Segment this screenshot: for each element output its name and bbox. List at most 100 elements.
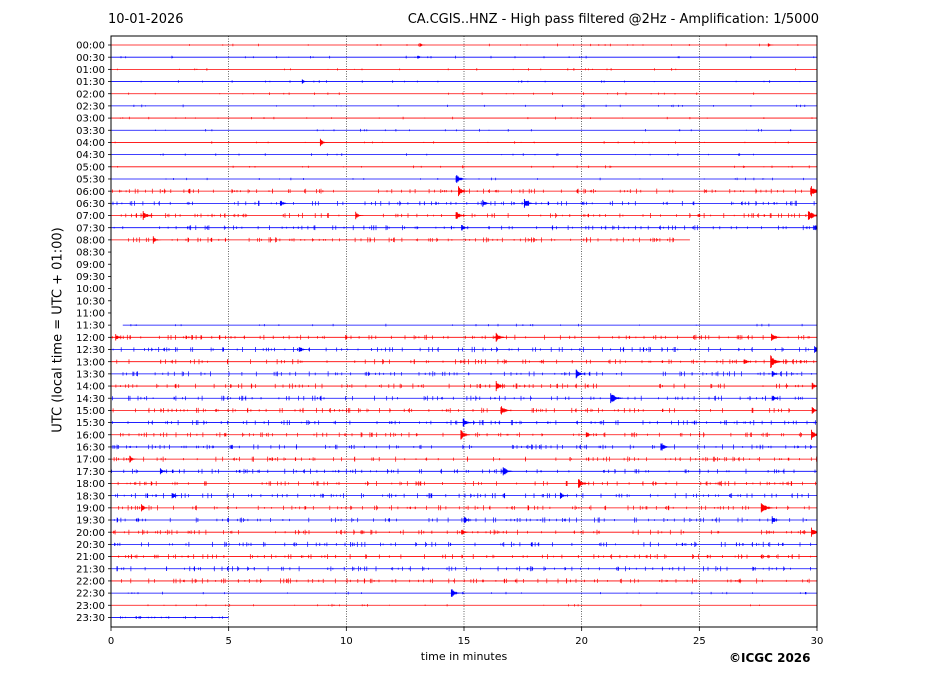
y-tick-label-1830: 18:30 [76, 491, 105, 502]
event-burst-1600-36 [811, 429, 818, 440]
y-tick-label-2330: 23:30 [76, 613, 105, 624]
trace-noise-0200 [128, 92, 755, 96]
event-burst-1300-23 [770, 355, 784, 368]
y-tick-label-1800: 18:00 [76, 479, 105, 490]
y-tick-label-2130: 21:30 [76, 564, 105, 575]
y-tick-label-1200: 12:00 [76, 333, 105, 344]
event-burst-0130-3 [301, 79, 308, 84]
event-burst-1900-44 [141, 504, 150, 512]
y-tick-label-2030: 20:30 [76, 540, 105, 551]
y-tick-label-2200: 22:00 [76, 577, 105, 588]
y-tick-label-1230: 12:30 [76, 345, 105, 356]
y-tick-label-1930: 19:30 [76, 516, 105, 527]
trace-noise-2000 [113, 529, 815, 535]
trace-noise-0500 [117, 165, 810, 169]
y-tick-label-0130: 01:30 [76, 77, 105, 88]
event-burst-1500-32 [811, 407, 818, 414]
event-burst-1430-30 [771, 395, 781, 401]
copyright-label: ©ICGC 2026 [729, 651, 811, 665]
y-tick-label-0630: 06:30 [76, 199, 105, 210]
event-burst-1200-18 [115, 334, 124, 341]
trace-noise-1230 [110, 346, 809, 353]
event-burst-1330-25 [575, 369, 587, 379]
y-tick-label-2300: 23:00 [76, 601, 105, 612]
y-tick-label-0800: 08:00 [76, 235, 105, 246]
trace-noise-0630 [112, 200, 815, 206]
trace-noise-2300 [110, 603, 760, 607]
y-tick-label-0600: 06:00 [76, 187, 105, 198]
x-tick-label-15: 15 [458, 636, 471, 647]
event-burst-0730-15 [461, 225, 470, 231]
trace-noise-0730 [113, 225, 817, 231]
y-tick-label-0430: 04:30 [76, 150, 105, 161]
y-tick-label-2100: 21:00 [76, 552, 105, 563]
y-axis-label: UTC (local time = UTC + 01:00) [50, 227, 66, 433]
y-tick-label-0030: 00:30 [76, 53, 105, 64]
trace-noise-0330 [155, 128, 792, 132]
x-tick-label-20: 20 [575, 636, 588, 647]
trace-noise-1530 [112, 420, 816, 426]
event-burst-0600-7 [810, 186, 818, 197]
trace-noise-1400 [115, 383, 818, 389]
trace-noise-1830 [115, 493, 809, 499]
y-tick-label-1700: 17:00 [76, 455, 105, 466]
trace-noise-0300 [119, 116, 813, 120]
trace-noise-0100 [116, 68, 796, 71]
event-burst-1530-33 [462, 418, 474, 427]
trace-noise-0700 [120, 212, 807, 219]
x-tick-label-10: 10 [340, 636, 353, 647]
y-tick-label-2000: 20:00 [76, 528, 105, 539]
y-tick-label-0400: 04:00 [76, 138, 105, 149]
event-burst-1430-29 [610, 393, 624, 404]
event-burst-0700-13 [455, 212, 467, 219]
trace-noise-0530 [165, 177, 804, 181]
event-burst-0800-17 [152, 236, 162, 244]
y-tick-label-0330: 03:30 [76, 126, 105, 137]
trace-noise-0030 [120, 55, 815, 59]
trace-noise-2030 [114, 541, 812, 547]
trace-noise-2100 [118, 554, 811, 560]
event-burst-0000-1 [767, 43, 774, 47]
y-tick-label-0730: 07:30 [76, 223, 105, 234]
y-tick-label-0200: 02:00 [76, 89, 105, 100]
trace-noise-1200 [111, 334, 810, 340]
event-burst-1230-21 [298, 347, 308, 352]
event-burst-1400-28 [811, 382, 818, 390]
event-burst-0630-10 [523, 199, 535, 208]
event-burst-1500-31 [500, 406, 512, 415]
event-burst-1200-20 [771, 333, 782, 341]
y-tick-label-1130: 11:30 [76, 321, 105, 332]
event-burst-1730-40 [502, 467, 514, 476]
y-tick-label-1730: 17:30 [76, 467, 105, 478]
seismic-traces [110, 43, 818, 619]
event-burst-1900-45 [760, 503, 775, 513]
event-burst-0400-4 [319, 138, 329, 147]
event-burst-1300-24 [743, 359, 752, 364]
y-tick-label-1100: 11:00 [76, 309, 105, 320]
event-burst-1830-42 [171, 493, 180, 499]
event-burst-0700-12 [355, 211, 364, 220]
y-tick-label-0900: 09:00 [76, 260, 105, 271]
trace-noise-1800 [117, 480, 816, 487]
trace-noise-1700 [113, 456, 817, 462]
event-burst-2000-49 [811, 527, 818, 537]
trace-noise-1500 [112, 407, 816, 413]
x-tick-labels: 0 5 10 15 20 25 30 [108, 627, 823, 647]
x-tick-label-0: 0 [108, 636, 114, 647]
trace-noise-1630 [112, 444, 812, 450]
y-tick-label-1330: 13:30 [76, 369, 105, 380]
event-burst-0600-6 [458, 186, 469, 197]
event-burst-1630-37 [660, 443, 672, 451]
event-burst-1200-19 [495, 332, 507, 342]
x-tick-label-5: 5 [225, 636, 231, 647]
y-tick-label-1600: 16:00 [76, 430, 105, 441]
grid-lines [228, 36, 700, 627]
event-burst-0700-14 [807, 211, 818, 220]
y-tick-label-0830: 08:30 [76, 248, 105, 259]
trace-noise-0400 [114, 141, 789, 144]
event-burst-1930-47 [771, 516, 781, 524]
x-tick-label-25: 25 [693, 636, 706, 647]
event-burst-0700-11 [142, 211, 154, 220]
event-burst-2230-50 [450, 589, 462, 597]
